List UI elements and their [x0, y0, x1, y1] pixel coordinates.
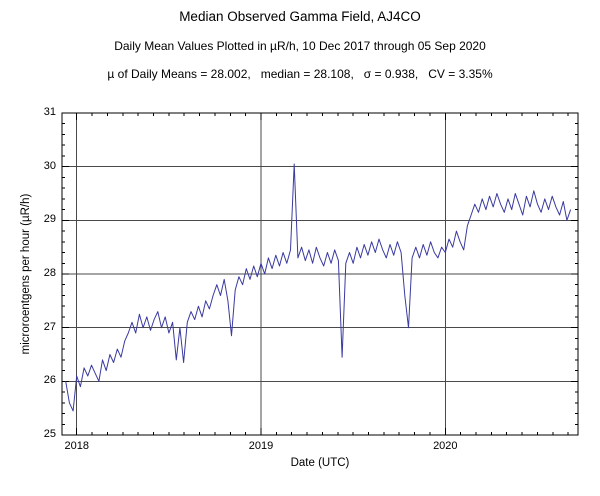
y-tick-label: 28	[43, 267, 56, 279]
chart-stats-line: µ of Daily Means = 28.002, median = 28.1…	[107, 67, 493, 81]
chart-title: Median Observed Gamma Field, AJ4CO	[179, 9, 421, 24]
x-tick-label: 2019	[248, 440, 274, 452]
x-tick-label: 2020	[433, 440, 458, 452]
x-tick-label: 2018	[64, 440, 89, 452]
plot-frame	[61, 112, 579, 436]
data-series-line	[65, 163, 572, 412]
y-tick-label: 30	[43, 159, 56, 172]
y-tick-label: 31	[43, 106, 56, 118]
x-axis-label: Date (UTC)	[290, 457, 350, 469]
y-tick-label: 29	[43, 213, 56, 226]
y-tick-label: 27	[43, 320, 56, 333]
chart-subtitle: Daily Mean Values Plotted in µR/h, 10 De…	[114, 39, 486, 53]
grid-lines	[62, 113, 578, 435]
y-tick-label: 25	[43, 428, 56, 440]
y-tick-label: 26	[43, 374, 56, 387]
